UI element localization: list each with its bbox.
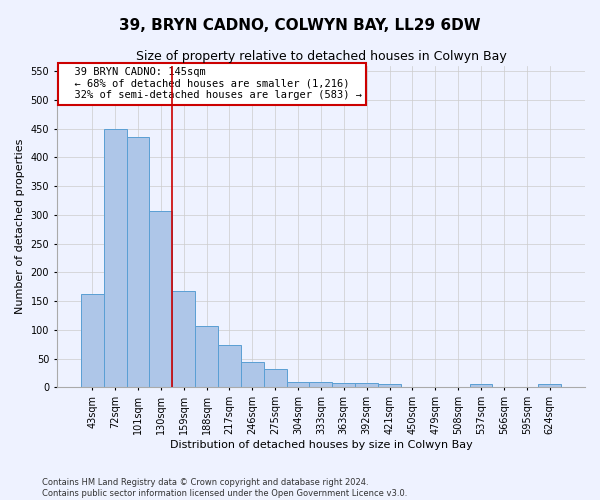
Bar (355, 382, 378, 388)
Bar (149, 211, 172, 388)
Bar (127, 138, 149, 388)
Text: 39, BRYN CADNO, COLWYN BAY, LL29 6DW: 39, BRYN CADNO, COLWYN BAY, LL29 6DW (119, 18, 481, 32)
Bar (378, 384, 401, 388)
Bar (104, 129, 127, 388)
Bar (264, 369, 287, 388)
Text: Contains HM Land Registry data © Crown copyright and database right 2024.
Contai: Contains HM Land Registry data © Crown c… (42, 478, 407, 498)
Bar (172, 292, 195, 388)
Text: 39 BRYN CADNO: 145sqm
  ← 68% of detached houses are smaller (1,216)
  32% of se: 39 BRYN CADNO: 145sqm ← 68% of detached … (62, 67, 362, 100)
Title: Size of property relative to detached houses in Colwyn Bay: Size of property relative to detached ho… (136, 50, 506, 63)
Bar (332, 382, 355, 388)
Y-axis label: Number of detached properties: Number of detached properties (15, 138, 25, 314)
Bar (195, 326, 218, 388)
Bar (470, 384, 493, 388)
Bar (241, 362, 264, 388)
X-axis label: Distribution of detached houses by size in Colwyn Bay: Distribution of detached houses by size … (170, 440, 472, 450)
Bar (538, 384, 561, 388)
Bar (81, 294, 104, 388)
Bar (310, 382, 332, 388)
Bar (218, 345, 241, 388)
Bar (287, 382, 310, 388)
